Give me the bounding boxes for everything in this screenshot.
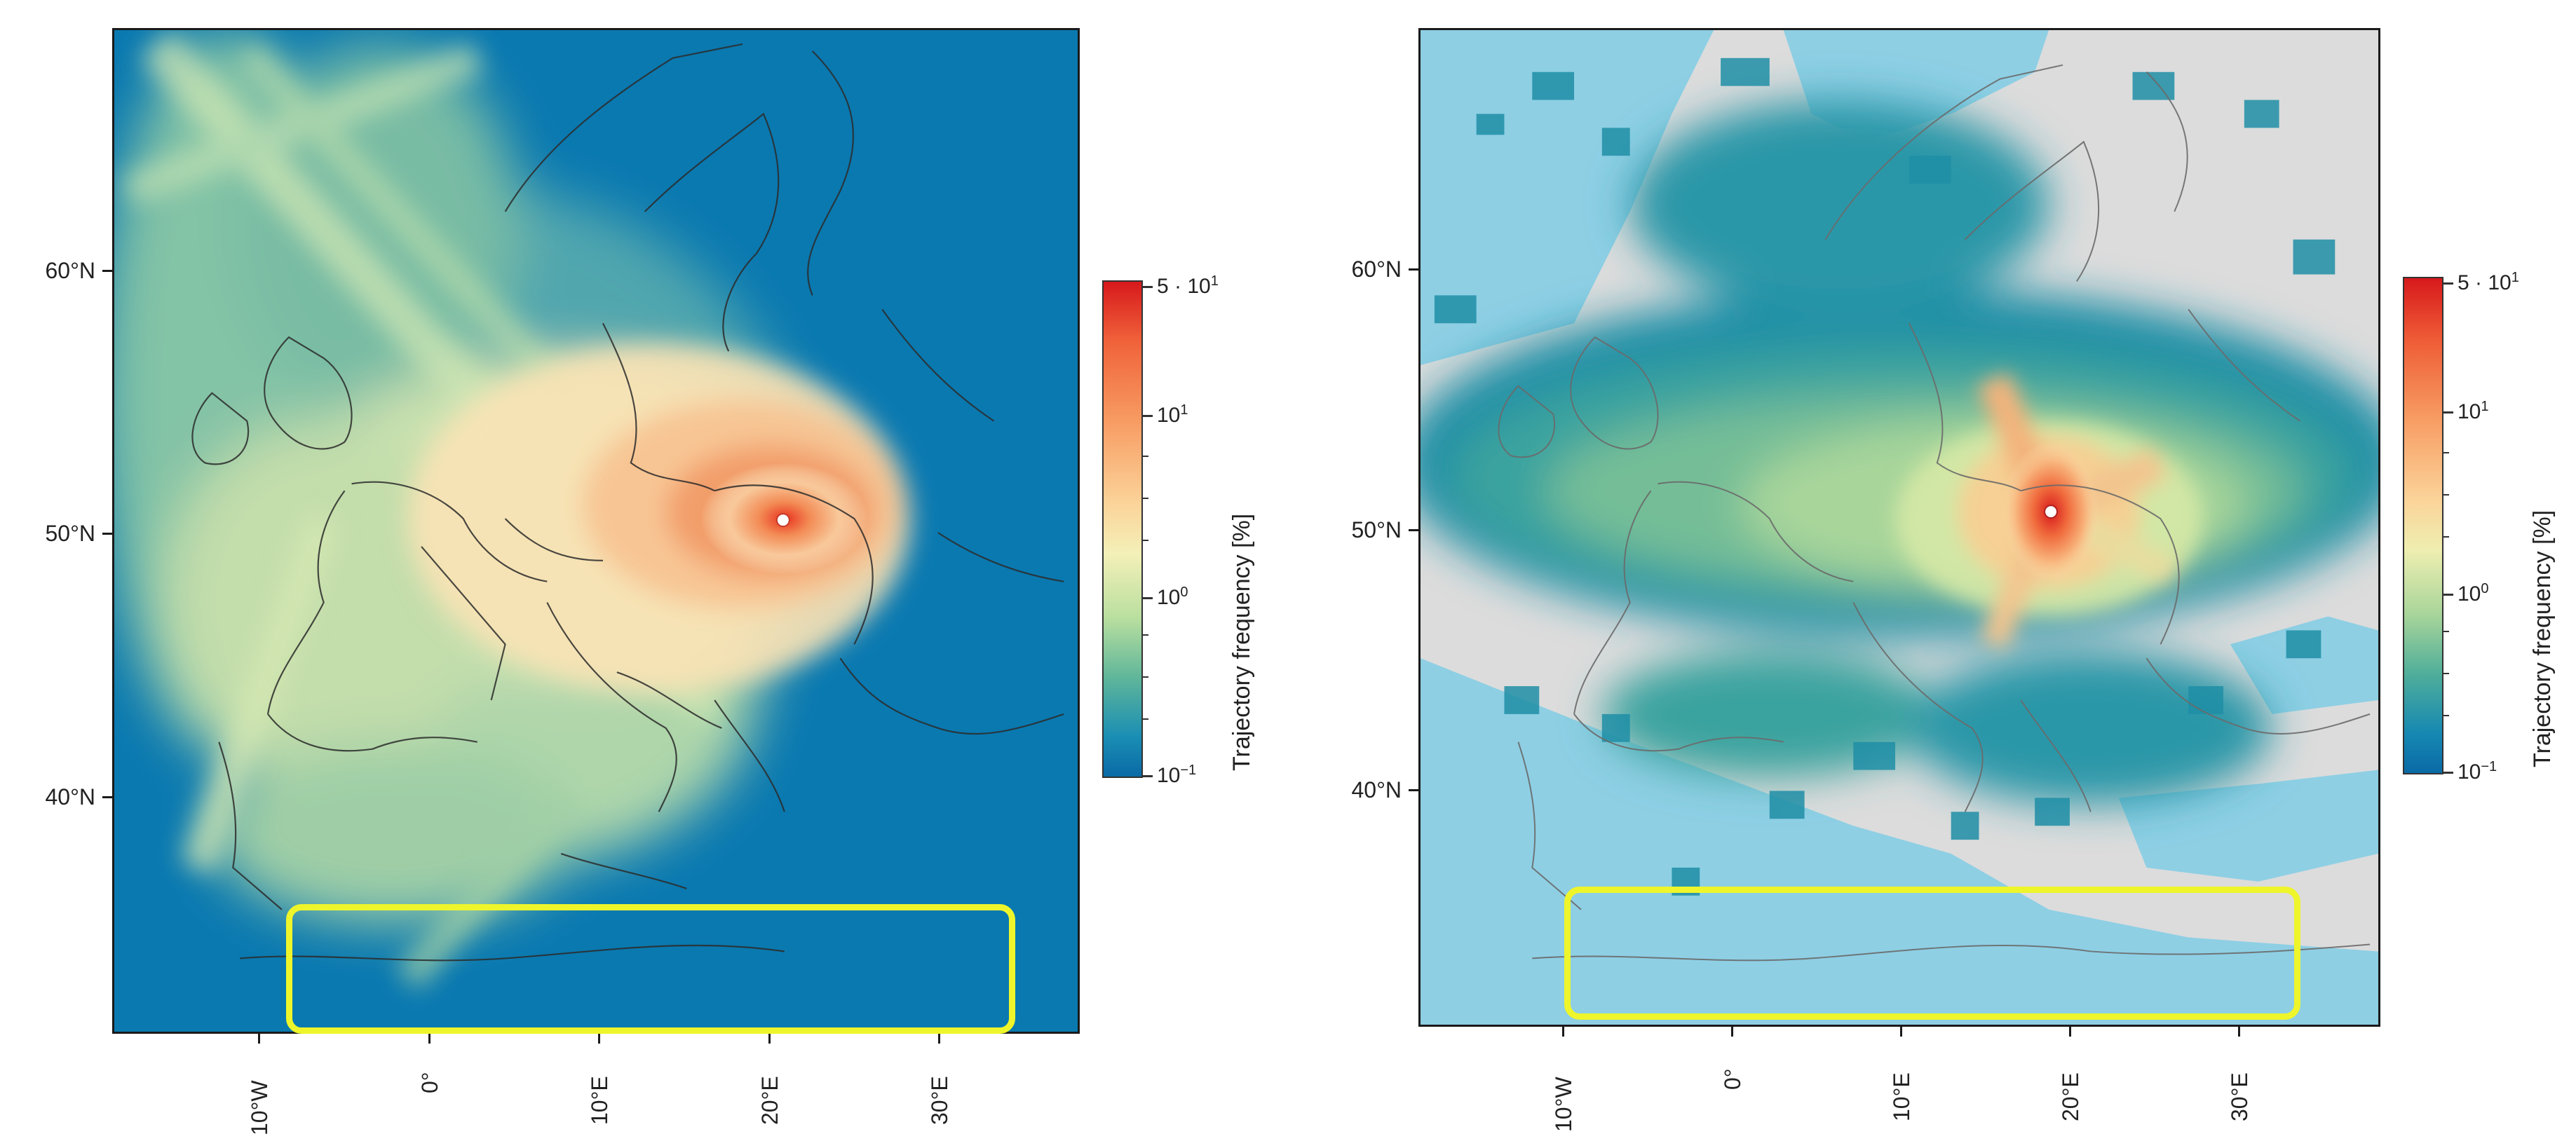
right-colorbar-label-10e1: 101 bbox=[2458, 399, 2489, 423]
left-lon-tick bbox=[938, 1034, 940, 1044]
right-colorbar-tick bbox=[2443, 282, 2453, 285]
left-colorbar bbox=[1102, 280, 1143, 778]
left-lat-label-40n: 40°N bbox=[45, 784, 96, 809]
right-colorbar bbox=[2403, 277, 2443, 774]
left-lon-tick bbox=[768, 1034, 771, 1044]
right-lon-label-10w: 10°W bbox=[1551, 1077, 1576, 1132]
left-colorbar-tick bbox=[1143, 286, 1153, 288]
left-lon-tick bbox=[598, 1034, 600, 1044]
left-lon-tick bbox=[258, 1034, 260, 1044]
left-lon-tick bbox=[428, 1034, 431, 1044]
left-colorbar-tick bbox=[1143, 597, 1153, 599]
left-colorbar-tick bbox=[1143, 775, 1153, 777]
right-colorbar-label-10e0: 100 bbox=[2458, 581, 2489, 606]
left-colorbar-minor-tick bbox=[1143, 540, 1148, 541]
left-receptor-marker bbox=[775, 513, 790, 528]
left-colorbar-minor-tick bbox=[1143, 634, 1148, 636]
right-map-area bbox=[1418, 28, 2380, 1027]
left-lon-label-0: 0° bbox=[417, 1072, 442, 1093]
left-lon-label-10e: 10°E bbox=[587, 1076, 612, 1125]
right-lon-label-10e: 10°E bbox=[1889, 1072, 1914, 1121]
left-colorbar-label-10e-1: 10−1 bbox=[1157, 763, 1197, 787]
left-colorbar-label-10e1: 101 bbox=[1157, 402, 1188, 427]
right-lon-label-0: 0° bbox=[1720, 1068, 1745, 1090]
right-colorbar-label-max: 5 · 101 bbox=[2458, 270, 2519, 294]
right-lon-label-20e: 20°E bbox=[2058, 1072, 2083, 1121]
right-colorbar-minor-tick bbox=[2443, 452, 2449, 453]
right-colorbar-label-10e-1: 10−1 bbox=[2458, 759, 2497, 784]
left-colorbar-minor-tick bbox=[1143, 498, 1148, 499]
left-colorbar-minor-tick bbox=[1143, 456, 1148, 457]
right-receptor-marker bbox=[2044, 505, 2059, 519]
left-map-area bbox=[112, 28, 1080, 1034]
right-lon-label-30e: 30°E bbox=[2227, 1072, 2252, 1121]
left-highlight-box bbox=[286, 904, 1015, 1034]
right-colorbar-tick bbox=[2443, 594, 2453, 596]
right-lon-tick bbox=[2069, 1027, 2071, 1037]
left-lon-label-20e: 20°E bbox=[757, 1076, 782, 1125]
right-lat-label-60n: 60°N bbox=[1351, 257, 1402, 282]
left-colorbar-tick bbox=[1143, 415, 1153, 417]
left-trajectory-field bbox=[114, 30, 1078, 1032]
right-colorbar-minor-tick bbox=[2443, 536, 2449, 538]
left-colorbar-minor-tick bbox=[1143, 676, 1148, 678]
right-lat-tick bbox=[1409, 529, 1418, 531]
right-fringe-cells bbox=[1434, 57, 2336, 896]
left-lat-label-50n: 50°N bbox=[45, 521, 96, 546]
right-colorbar-minor-tick bbox=[2443, 673, 2449, 674]
right-highlight-box bbox=[1564, 887, 2300, 1020]
left-lon-label-30e: 30°E bbox=[927, 1076, 952, 1125]
left-lat-tick bbox=[102, 796, 112, 798]
left-colorbar-label-max: 5 · 101 bbox=[1157, 273, 1219, 298]
left-lat-label-60n: 60°N bbox=[45, 258, 96, 283]
left-map-panel: 60°N 50°N 40°N 10°W 0° 10°E 20°E 30°E 5 … bbox=[45, 28, 1255, 1135]
right-colorbar-title: Trajectory frequency [%] bbox=[2529, 510, 2556, 767]
right-colorbar-tick bbox=[2443, 772, 2453, 774]
right-lat-tick bbox=[1409, 268, 1418, 271]
right-colorbar-tick bbox=[2443, 411, 2453, 414]
right-lat-label-40n: 40°N bbox=[1351, 777, 1402, 802]
right-lon-tick bbox=[1731, 1027, 1733, 1037]
right-lat-label-50n: 50°N bbox=[1351, 517, 1402, 542]
left-coastlines bbox=[191, 43, 1064, 962]
left-lon-label-10w: 10°W bbox=[247, 1080, 272, 1135]
right-coastlines bbox=[1498, 64, 2371, 962]
right-lon-tick bbox=[1900, 1027, 1902, 1037]
left-colorbar-label-10e0: 100 bbox=[1157, 585, 1188, 609]
right-lon-tick bbox=[1562, 1027, 1564, 1037]
right-map-panel: 60°N 50°N 40°N 10°W 0° 10°E 20°E 30°E 5 … bbox=[1288, 0, 2576, 1141]
right-trajectory-field bbox=[1421, 30, 2378, 1025]
left-colorbar-title: Trajectory frequency [%] bbox=[1228, 513, 1255, 771]
right-colorbar-minor-tick bbox=[2443, 715, 2449, 716]
left-lat-tick bbox=[102, 270, 112, 272]
left-colorbar-minor-tick bbox=[1143, 718, 1148, 720]
right-colorbar-minor-tick bbox=[2443, 494, 2449, 496]
left-lat-tick bbox=[102, 533, 112, 535]
right-lat-tick bbox=[1409, 789, 1418, 791]
right-lon-tick bbox=[2238, 1027, 2240, 1037]
right-colorbar-minor-tick bbox=[2443, 631, 2449, 632]
